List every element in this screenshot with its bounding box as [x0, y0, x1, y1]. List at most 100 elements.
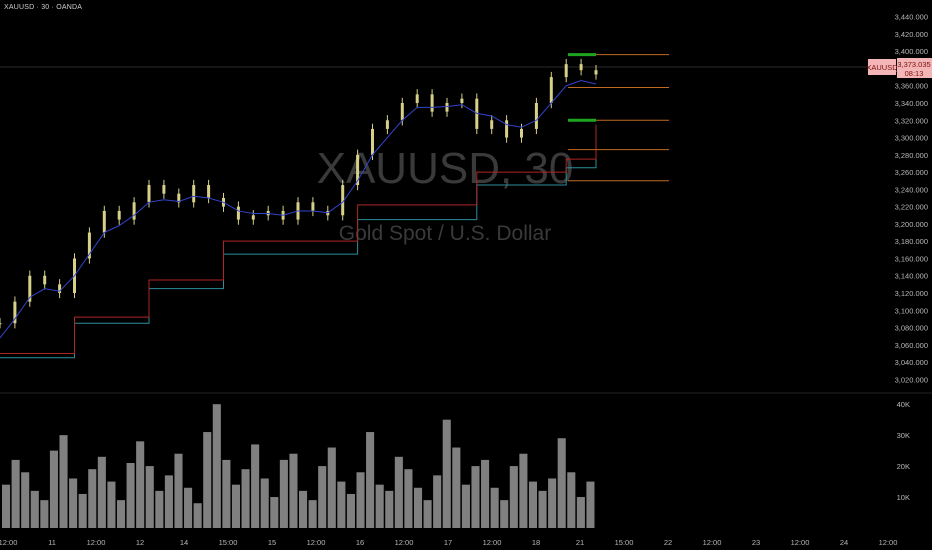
- price-candle-body: [534, 103, 538, 129]
- time-tick-label: 23: [752, 538, 760, 547]
- badge-symbol: XAUUSD: [866, 63, 898, 72]
- volume-bar: [509, 466, 518, 528]
- volume-bar: [279, 459, 288, 528]
- price-tick-label: 3,100.000: [895, 306, 928, 315]
- price-candle-body: [520, 128, 523, 138]
- volume-bar: [576, 497, 585, 528]
- volume-bar: [49, 450, 58, 528]
- volume-bar: [40, 500, 49, 528]
- volume-bar: [222, 459, 231, 528]
- volume-axis[interactable]: 40K 30K 20K 10K: [897, 400, 910, 502]
- step-bands: [0, 124, 597, 359]
- time-tick-label: 14: [180, 538, 188, 547]
- time-tick-label: 12:00: [0, 538, 17, 547]
- volume-bar: [375, 484, 384, 528]
- volume-bar: [203, 432, 212, 528]
- time-tick-label: 21: [576, 538, 584, 547]
- volume-tick-label: 20K: [897, 462, 910, 471]
- price-candle-body: [192, 185, 196, 203]
- price-candle-body: [0, 323, 2, 325]
- volume-bar: [356, 472, 365, 528]
- time-axis[interactable]: 12:00 11 12:00 12 14 15:00 15 12:00 16 12:00 17 12:…: [0, 538, 897, 547]
- time-tick-label: 12:00: [395, 538, 414, 547]
- time-tick-label: 12: [136, 538, 144, 547]
- volume-bar: [461, 484, 470, 528]
- symbol-watermark: XAUUSD, 30 Gold Spot / U.S. Dollar: [317, 144, 574, 245]
- volume-bar: [366, 432, 375, 528]
- volume-tick-label: 40K: [897, 400, 910, 409]
- time-tick-label: 22: [664, 538, 672, 547]
- volume-bar: [394, 456, 403, 528]
- red-step-band: [0, 124, 597, 354]
- price-tick-label: 3,040.000: [895, 358, 928, 367]
- volume-bar: [212, 404, 221, 528]
- price-tick-label: 3,360.000: [895, 82, 928, 91]
- volume-bar: [78, 493, 87, 528]
- volume-bar: [270, 497, 279, 528]
- price-tick-label: 3,340.000: [895, 99, 928, 108]
- price-candle-body: [505, 120, 509, 138]
- price-candle-body: [311, 202, 315, 211]
- level-lines: [568, 53, 669, 182]
- price-tick-label: 3,320.000: [895, 116, 928, 125]
- volume-bar: [327, 447, 336, 528]
- volume-bar: [471, 466, 480, 528]
- price-candle-body: [415, 94, 419, 103]
- watermark-symbol: XAUUSD, 30: [317, 144, 574, 193]
- price-tick-label: 3,120.000: [895, 289, 928, 298]
- volume-bar: [231, 484, 241, 528]
- volume-tick-label: 30K: [897, 431, 910, 440]
- price-tick-label: 3,400.000: [895, 47, 928, 56]
- price-candle-body: [13, 301, 17, 324]
- symbol-header[interactable]: XAUUSD · 30 · OANDA: [4, 4, 83, 11]
- price-tick-label: 3,080.000: [895, 324, 928, 333]
- volume-bar: [557, 438, 566, 528]
- volume-bar: [308, 500, 317, 528]
- price-tick-label: 3,160.000: [895, 254, 928, 263]
- price-candle-body: [43, 275, 47, 285]
- time-tick-label: 15:00: [615, 538, 634, 547]
- volume-bar: [30, 490, 39, 528]
- price-tick-label: 3,420.000: [895, 30, 928, 39]
- price-candle-body: [162, 185, 166, 194]
- volume-bar: [59, 435, 68, 528]
- price-candle-body: [207, 185, 211, 198]
- volume-bar: [97, 456, 106, 528]
- price-candle-body: [594, 70, 598, 75]
- price-tick-label: 3,260.000: [895, 168, 928, 177]
- time-tick-label: 12:00: [87, 538, 106, 547]
- price-candle-body: [579, 64, 583, 71]
- volume-bar: [107, 481, 116, 528]
- badge-price-box: [897, 58, 932, 78]
- volume-bar: [136, 441, 145, 528]
- volume-bar: [528, 481, 538, 528]
- volume-bar: [413, 487, 423, 528]
- volume-bar: [548, 478, 557, 528]
- volume-bar: [193, 503, 202, 528]
- volume-bar: [346, 493, 355, 528]
- time-tick-label: 16: [356, 538, 364, 547]
- price-candle-body: [236, 206, 240, 220]
- price-candle-body: [490, 120, 494, 129]
- volume-bar: [155, 490, 164, 528]
- moving-average: [0, 80, 597, 339]
- price-tick-label: 3,300.000: [895, 134, 928, 143]
- price-tick-label: 3,220.000: [895, 203, 928, 212]
- volume-bar: [2, 484, 11, 528]
- volume-tick-label: 10K: [897, 493, 910, 502]
- volume-bar: [21, 472, 30, 528]
- volume-bar: [442, 419, 451, 528]
- time-tick-label: 18: [532, 538, 540, 547]
- badge-symbol-box: [868, 59, 896, 75]
- volume-bar: [299, 490, 308, 528]
- price-tick-label: 3,200.000: [895, 220, 928, 229]
- volume-bar: [251, 444, 260, 528]
- price-tick-label: 3,140.000: [895, 272, 928, 281]
- volume-bar: [318, 466, 327, 528]
- badge-price: 3,373.035: [897, 60, 930, 69]
- price-candle-body: [549, 77, 553, 103]
- ma-line: [0, 80, 597, 339]
- price-candle-body: [147, 185, 151, 203]
- price-candle-body: [117, 210, 121, 220]
